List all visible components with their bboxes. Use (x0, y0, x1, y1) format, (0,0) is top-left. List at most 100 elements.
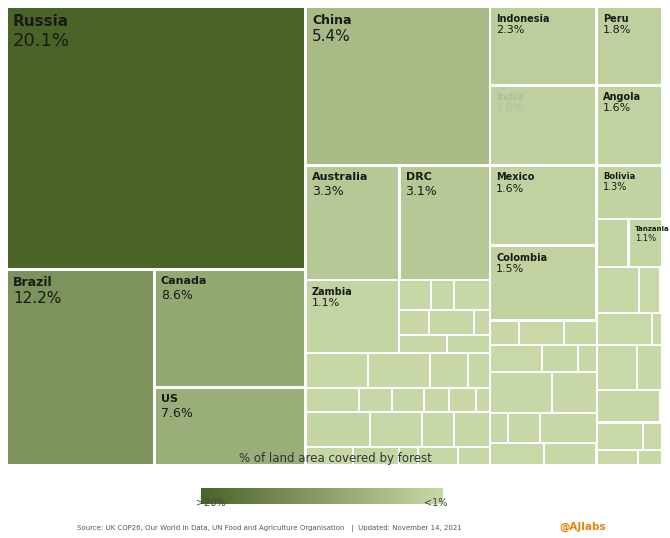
Text: Peru: Peru (603, 13, 628, 24)
Text: 1.3%: 1.3% (603, 182, 627, 192)
Bar (455, 281, 489, 309)
Bar (425, 390, 448, 410)
Bar (307, 413, 369, 446)
Text: 3.1%: 3.1% (405, 186, 438, 199)
Bar (400, 281, 430, 309)
Text: Canada: Canada (161, 276, 207, 286)
Bar (469, 354, 489, 387)
Text: 1.8%: 1.8% (603, 25, 631, 36)
Bar (401, 167, 488, 279)
Text: India: India (496, 92, 524, 102)
Bar (545, 444, 594, 464)
Bar (543, 346, 578, 371)
Bar (598, 423, 642, 449)
Bar (475, 311, 489, 334)
Bar (307, 281, 398, 351)
Bar (448, 336, 489, 352)
Bar (491, 247, 595, 320)
Bar (639, 451, 661, 464)
Text: Source: UK COP26, Our World in Data, UN Food and Agriculture Organisation   |  U: Source: UK COP26, Our World in Data, UN … (77, 525, 462, 532)
Bar (598, 221, 628, 266)
Text: China: China (312, 13, 352, 27)
Text: Tanzania: Tanzania (635, 226, 669, 232)
Bar (455, 413, 489, 446)
Bar (491, 322, 518, 344)
Text: Australia: Australia (312, 172, 369, 182)
Bar (423, 413, 453, 446)
Text: Zambia: Zambia (312, 287, 352, 297)
Bar (491, 8, 595, 84)
Bar (419, 448, 457, 464)
Bar (430, 311, 473, 334)
Bar (450, 390, 475, 410)
Bar (491, 87, 595, 164)
Bar (369, 354, 429, 387)
Text: 3.3%: 3.3% (312, 186, 344, 199)
Bar (491, 414, 507, 442)
Text: @AJlabs: @AJlabs (559, 521, 606, 532)
Bar (491, 346, 541, 371)
Text: >20%: >20% (196, 498, 225, 508)
Bar (307, 8, 488, 164)
Bar (598, 451, 636, 464)
Bar (598, 392, 659, 421)
Bar (598, 268, 638, 312)
Bar (491, 444, 543, 464)
Bar (477, 390, 489, 410)
Bar (491, 167, 595, 244)
Text: Bolivia: Bolivia (603, 172, 635, 181)
Text: 1.6%: 1.6% (496, 184, 525, 194)
Text: 7.6%: 7.6% (161, 407, 193, 420)
Bar (354, 448, 398, 464)
Text: Colombia: Colombia (496, 252, 547, 263)
Text: Indonesia: Indonesia (496, 13, 549, 24)
Text: 1.8%: 1.8% (496, 103, 525, 114)
Bar (598, 8, 661, 84)
Text: 1.6%: 1.6% (603, 103, 631, 114)
Bar (598, 87, 661, 164)
Bar (307, 448, 352, 464)
Bar (541, 414, 596, 442)
Bar (400, 336, 446, 352)
Bar (630, 221, 661, 266)
Text: DRC: DRC (405, 172, 431, 182)
Bar (638, 346, 661, 390)
Bar (565, 322, 596, 344)
Text: Russia: Russia (13, 13, 69, 29)
Bar (598, 314, 651, 344)
Text: 12.2%: 12.2% (13, 291, 62, 306)
Text: Brazil: Brazil (13, 276, 53, 289)
Bar (653, 314, 661, 344)
Bar (431, 354, 467, 387)
Bar (156, 388, 304, 464)
Text: 1.5%: 1.5% (496, 264, 525, 274)
Bar (400, 448, 417, 464)
Text: <1%: <1% (424, 498, 448, 508)
Text: 1.1%: 1.1% (312, 299, 340, 308)
Bar (307, 390, 358, 410)
Bar (509, 414, 539, 442)
Bar (432, 281, 453, 309)
Text: 8.6%: 8.6% (161, 289, 193, 302)
Bar (640, 268, 659, 312)
Bar (393, 390, 423, 410)
Bar (8, 271, 153, 464)
Bar (644, 423, 661, 449)
Bar (400, 311, 428, 334)
Bar (459, 448, 489, 464)
Text: 20.1%: 20.1% (13, 32, 70, 50)
Bar (598, 167, 661, 218)
Text: Mexico: Mexico (496, 172, 535, 182)
Text: 5.4%: 5.4% (312, 29, 350, 44)
Text: Angola: Angola (603, 92, 641, 102)
Bar (307, 354, 367, 387)
Bar (580, 346, 596, 371)
Bar (371, 413, 421, 446)
Bar (307, 167, 398, 279)
Text: 1.1%: 1.1% (635, 234, 656, 243)
Text: 2.3%: 2.3% (496, 25, 525, 36)
Bar (491, 373, 551, 412)
Bar (8, 8, 304, 268)
Bar (156, 271, 304, 386)
Bar (360, 390, 391, 410)
